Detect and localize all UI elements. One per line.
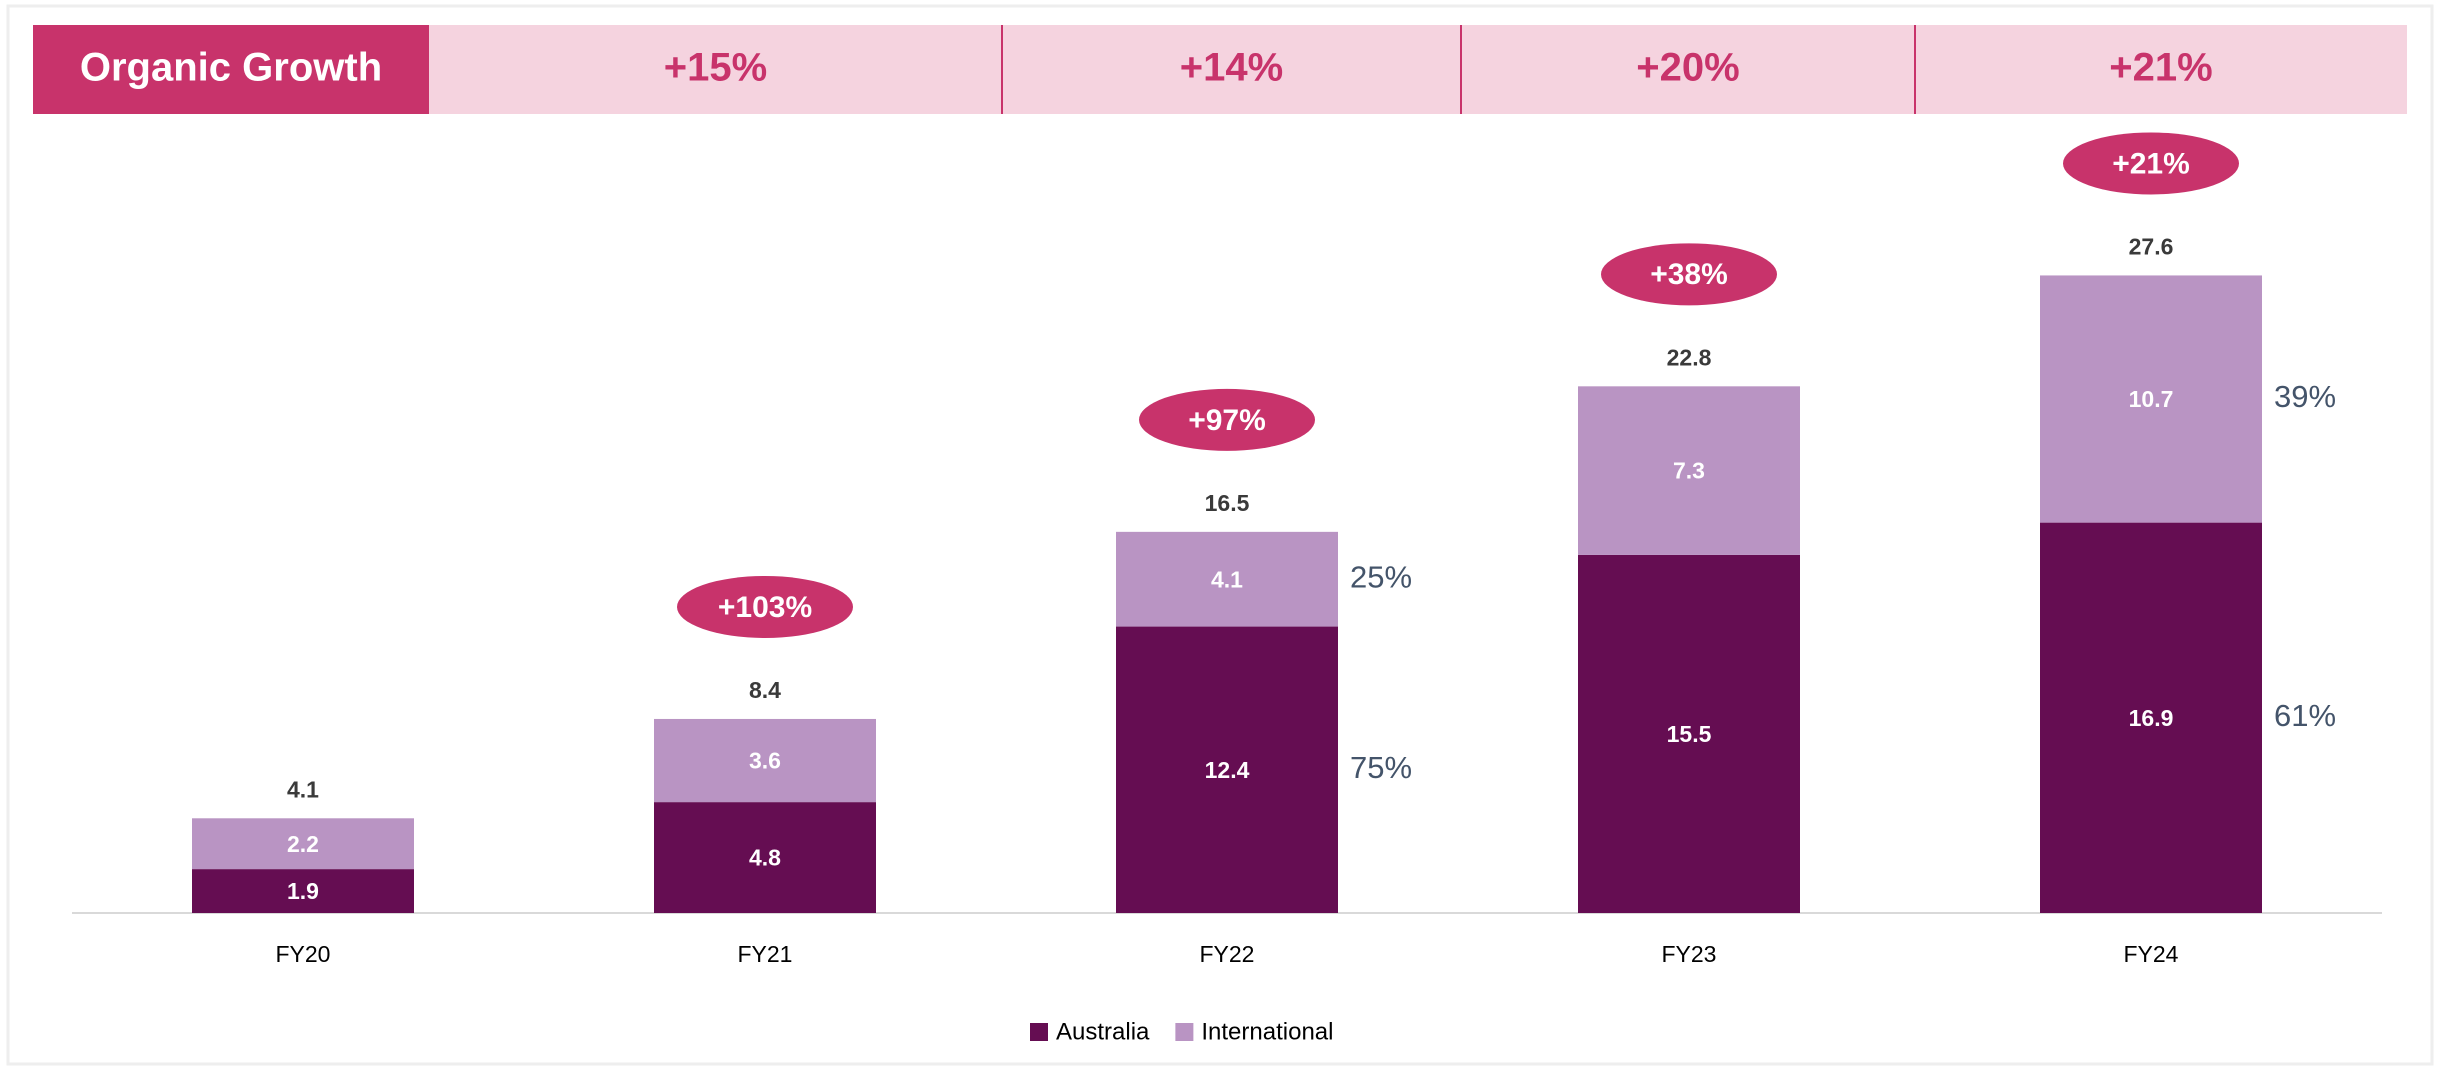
bar-segment bbox=[1578, 386, 1800, 555]
total-label: 8.4 bbox=[749, 677, 781, 703]
growth-badge bbox=[1601, 243, 1777, 306]
x-tick-label: FY24 bbox=[2124, 941, 2179, 967]
growth-label: +21% bbox=[2112, 147, 2190, 180]
growth-badge bbox=[1139, 388, 1315, 451]
bar-segment bbox=[654, 802, 876, 913]
legend-swatch bbox=[1030, 1023, 1048, 1041]
total-label: 22.8 bbox=[1667, 344, 1712, 370]
data-label: 1.9 bbox=[287, 878, 319, 904]
share-label: 75% bbox=[1350, 750, 1412, 785]
data-label: 7.3 bbox=[1673, 458, 1705, 484]
frame bbox=[6, 4, 2434, 1066]
header-value: +14% bbox=[1180, 46, 1283, 90]
growth-badge bbox=[2063, 132, 2239, 195]
bar-segment bbox=[192, 869, 414, 913]
header-band bbox=[429, 25, 2407, 114]
x-tick-label: FY20 bbox=[276, 941, 331, 967]
data-label: 15.5 bbox=[1667, 721, 1712, 747]
total-label: 4.1 bbox=[287, 776, 319, 802]
share-label: 25% bbox=[1350, 559, 1412, 594]
bar-segment bbox=[1116, 531, 1338, 627]
x-tick-label: FY21 bbox=[738, 941, 793, 967]
header-label-box bbox=[33, 25, 429, 114]
legend-swatch bbox=[1175, 1023, 1194, 1041]
bar-segment bbox=[2040, 522, 2262, 913]
x-tick-label: FY22 bbox=[1200, 941, 1255, 967]
bar-segment bbox=[1578, 554, 1800, 913]
total-label: 27.6 bbox=[2129, 234, 2174, 260]
share-label: 61% bbox=[2274, 698, 2336, 733]
legend-label: International bbox=[1201, 1018, 1333, 1045]
data-label: 16.9 bbox=[2129, 705, 2174, 731]
x-tick-label: FY23 bbox=[1662, 941, 1717, 967]
data-label: 10.7 bbox=[2129, 386, 2174, 412]
growth-label: +38% bbox=[1650, 258, 1728, 291]
growth-label: +103% bbox=[718, 591, 812, 624]
bar-segment bbox=[192, 818, 414, 870]
header-label: Organic Growth bbox=[80, 46, 382, 90]
bar-segment bbox=[2040, 275, 2262, 523]
data-label: 12.4 bbox=[1205, 757, 1250, 783]
legend-label: Australia bbox=[1056, 1018, 1150, 1045]
growth-badge bbox=[677, 575, 853, 638]
data-label: 2.2 bbox=[287, 831, 319, 857]
bar-segment bbox=[654, 718, 876, 803]
header-value: +20% bbox=[1636, 46, 1739, 90]
share-label: 39% bbox=[2274, 379, 2336, 414]
data-label: 4.8 bbox=[749, 845, 781, 871]
growth-label: +97% bbox=[1188, 404, 1266, 437]
header-value: +21% bbox=[2109, 46, 2212, 90]
bar-segment bbox=[1116, 626, 1338, 913]
data-label: 4.1 bbox=[1211, 566, 1243, 592]
data-label: 3.6 bbox=[749, 748, 781, 774]
total-label: 16.5 bbox=[1205, 490, 1250, 516]
header-value: +15% bbox=[664, 46, 767, 90]
